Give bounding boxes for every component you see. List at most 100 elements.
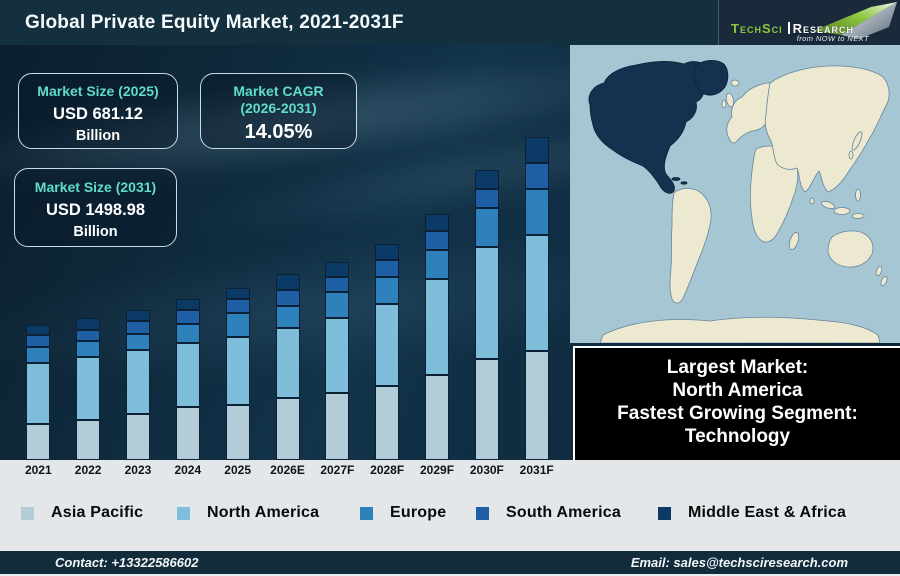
- bar-2028F: [375, 243, 400, 460]
- market-size-2031-title: Market Size (2031): [34, 179, 157, 195]
- segment-2029F-europe: [425, 250, 450, 280]
- segment-2021-europe: [26, 346, 51, 364]
- segment-2023-north-america: [125, 350, 150, 415]
- segment-2031F-middle-east-africa: [524, 136, 549, 164]
- segment-2028F-south-america: [375, 260, 400, 278]
- segment-2021-north-america: [26, 363, 51, 425]
- callout-line-1: Largest Market:: [666, 357, 809, 378]
- bar-2030F: [474, 170, 499, 460]
- map-japan: [851, 131, 863, 151]
- market-cagr-box: Market CAGR (2026-2031) 14.05%: [200, 73, 357, 149]
- axis-label-2029F: 2029F: [420, 463, 455, 477]
- legend-item-asia-pacific: Asia Pacific: [21, 503, 143, 523]
- techsci-logo: TechSci Research from NOW to NEXT: [718, 0, 900, 45]
- segment-2026E-south-america: [275, 290, 300, 306]
- axis-and-legend-band: 2021 2022 2023 2024 2025 2026E 2027F 2028F 2029F…: [0, 460, 900, 551]
- map-uk: [725, 92, 735, 108]
- bar-2021: [26, 325, 51, 460]
- map-caribbean-highlight: [680, 181, 688, 185]
- segment-2031F-asia-pacific: [524, 350, 549, 460]
- logo-research-text: Research: [792, 21, 855, 36]
- map-island: [848, 150, 854, 160]
- world-map: [570, 45, 900, 344]
- segment-2028F-europe: [375, 277, 400, 305]
- market-size-2031-unit: Billion: [73, 224, 118, 240]
- legend-label: Europe: [390, 504, 447, 521]
- segment-2028F-north-america: [375, 304, 400, 386]
- segment-2025-north-america: [225, 337, 250, 405]
- segment-2024-europe: [175, 323, 200, 343]
- segment-2027F-south-america: [325, 276, 350, 293]
- map-greenland-highlight: [693, 59, 729, 96]
- segment-2024-middle-east-africa: [175, 298, 200, 311]
- map-sumatra: [820, 200, 836, 210]
- segment-2025-europe: [225, 312, 250, 338]
- axis-label-2022: 2022: [74, 463, 102, 477]
- axis-label-2023: 2023: [124, 463, 152, 477]
- callout-line-4: Technology: [684, 426, 791, 447]
- map-new-guinea: [851, 213, 865, 219]
- legend-item-north-america: North America: [177, 503, 319, 523]
- segment-2030F-europe: [474, 207, 499, 248]
- axis-label-2030F: 2030F: [469, 463, 504, 477]
- map-asia: [764, 65, 890, 193]
- axis-label-2026E: 2026E: [270, 463, 305, 477]
- segment-2028F-middle-east-africa: [375, 243, 400, 261]
- segment-2021-asia-pacific: [26, 424, 51, 460]
- callout-line-3: Fastest Growing Segment:: [617, 403, 858, 424]
- segment-2023-asia-pacific: [125, 414, 150, 460]
- map-philippines: [855, 188, 861, 202]
- segment-2024-asia-pacific: [175, 407, 200, 460]
- legend-label: Middle East & Africa: [688, 504, 847, 521]
- contact-phone: Contact: +13322586602: [55, 555, 199, 570]
- bar-2027F: [325, 261, 350, 460]
- market-size-2025-unit: Billion: [75, 128, 121, 144]
- map-new-zealand-south: [880, 275, 888, 287]
- segment-2030F-middle-east-africa: [474, 170, 499, 190]
- legend-swatch-icon: [658, 506, 671, 520]
- footer-bar: Contact: +13322586602 Email: sales@techs…: [0, 551, 900, 576]
- callout-line-2: North America: [672, 380, 803, 401]
- page-title: Global Private Equity Market, 2021-2031F: [25, 12, 404, 33]
- logo-arrow-icon: [813, 2, 897, 39]
- axis-label-2024: 2024: [174, 463, 202, 477]
- logo-techsci-text: TechSci: [731, 21, 783, 36]
- segment-2029F-asia-pacific: [425, 374, 450, 460]
- segment-2022-asia-pacific: [76, 420, 101, 460]
- legend-label: Asia Pacific: [51, 504, 144, 521]
- bar-2031F: [524, 136, 549, 460]
- market-size-2031-box: Market Size (2031) USD 1498.98 Billion: [14, 168, 177, 247]
- map-north-america-highlight: [588, 61, 710, 194]
- bar-2026E: [275, 273, 300, 460]
- map-antarctica: [599, 316, 881, 344]
- segment-2026E-north-america: [275, 328, 300, 399]
- segment-2031F-north-america: [524, 235, 549, 351]
- segment-2030F-north-america: [474, 247, 499, 359]
- bar-2022: [76, 318, 101, 460]
- map-ireland: [721, 99, 727, 109]
- legend-label: North America: [207, 504, 320, 521]
- segment-2030F-south-america: [474, 189, 499, 208]
- segment-2029F-north-america: [425, 279, 450, 375]
- legend-item-europe: Europe: [360, 503, 446, 523]
- stacked-bar-chart: [0, 45, 570, 460]
- segment-2031F-south-america: [524, 163, 549, 190]
- axis-label-2031F: 2031F: [519, 463, 554, 477]
- axis-label-2025: 2025: [224, 463, 251, 477]
- market-cagr-value: 14.05%: [244, 121, 313, 143]
- segment-2025-south-america: [225, 299, 250, 313]
- legend-item-middle-east-africa: Middle East & Africa: [658, 503, 846, 523]
- logo-divider: [787, 22, 790, 34]
- segment-2022-middle-east-africa: [76, 318, 101, 330]
- map-madagascar: [788, 231, 800, 251]
- bar-2029F: [425, 214, 450, 460]
- map-iceland: [730, 79, 740, 87]
- market-cagr-title-line1: Market CAGR: [233, 83, 324, 99]
- segment-2022-south-america: [76, 329, 101, 342]
- legend-swatch-icon: [21, 506, 34, 520]
- legend-swatch-icon: [360, 506, 373, 520]
- segment-2024-south-america: [175, 310, 200, 324]
- legend-swatch-icon: [177, 506, 190, 520]
- contact-email: Email: sales@techsciresearch.com: [630, 555, 848, 570]
- segment-2030F-asia-pacific: [474, 358, 499, 460]
